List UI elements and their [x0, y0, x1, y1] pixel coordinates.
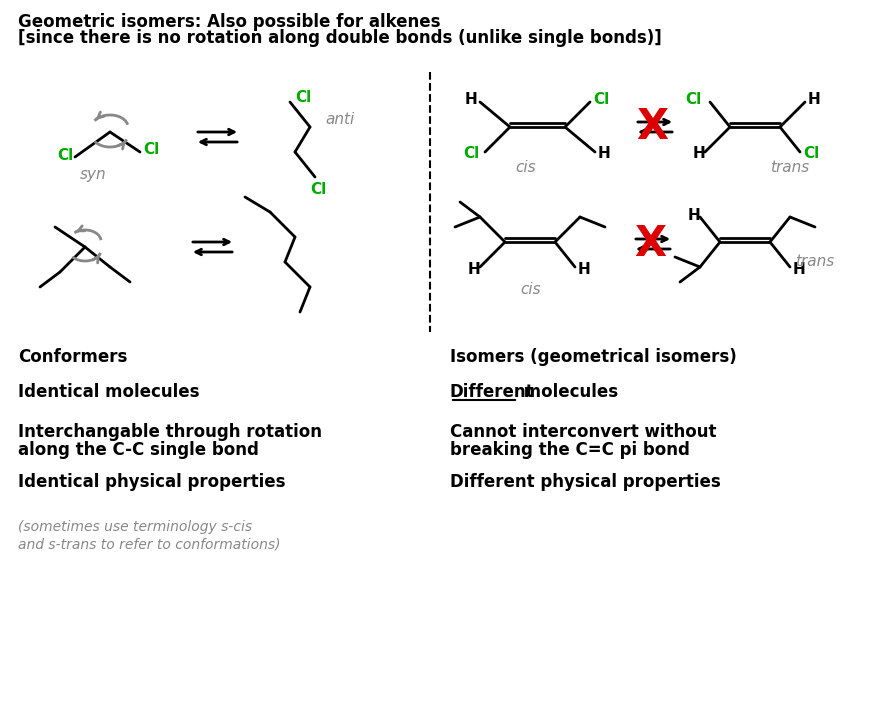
Text: Cl: Cl — [143, 143, 159, 157]
Text: Isomers (geometrical isomers): Isomers (geometrical isomers) — [450, 348, 736, 366]
Text: Interchangable through rotation: Interchangable through rotation — [18, 423, 322, 441]
Text: Cl: Cl — [802, 147, 818, 161]
Text: X: X — [635, 106, 667, 148]
Text: trans: trans — [794, 255, 833, 270]
Text: H: H — [467, 262, 481, 277]
Text: Cl: Cl — [295, 89, 310, 105]
Text: H: H — [597, 147, 610, 161]
Text: Cl: Cl — [310, 182, 326, 197]
Text: breaking the C=C pi bond: breaking the C=C pi bond — [450, 441, 689, 459]
Text: H: H — [688, 208, 700, 223]
Text: anti: anti — [324, 112, 353, 126]
Text: syn: syn — [80, 168, 106, 183]
Text: Cl: Cl — [462, 147, 479, 161]
Text: Different physical properties: Different physical properties — [450, 473, 720, 491]
Text: Cl: Cl — [592, 93, 609, 107]
Text: Cl: Cl — [57, 147, 73, 162]
Text: molecules: molecules — [517, 383, 617, 401]
Text: cis: cis — [515, 159, 535, 175]
Text: Conformers: Conformers — [18, 348, 127, 366]
Text: H: H — [792, 262, 805, 277]
Text: along the C-C single bond: along the C-C single bond — [18, 441, 259, 459]
Text: [since there is no rotation along double bonds (unlike single bonds)]: [since there is no rotation along double… — [18, 29, 661, 47]
Text: Cannot interconvert without: Cannot interconvert without — [450, 423, 716, 441]
Text: Cl: Cl — [684, 93, 701, 107]
Text: Different: Different — [450, 383, 534, 401]
Text: Geometric isomers: Also possible for alkenes: Geometric isomers: Also possible for alk… — [18, 13, 440, 31]
Text: H: H — [577, 262, 590, 277]
Text: H: H — [807, 93, 820, 107]
Text: and s-trans to refer to conformations): and s-trans to refer to conformations) — [18, 538, 280, 552]
Text: Identical physical properties: Identical physical properties — [18, 473, 285, 491]
Text: H: H — [692, 147, 705, 161]
Text: cis: cis — [519, 282, 540, 298]
Text: X: X — [633, 223, 666, 265]
Text: (sometimes use terminology s-cis: (sometimes use terminology s-cis — [18, 520, 252, 534]
Text: trans: trans — [769, 159, 809, 175]
Text: Identical molecules: Identical molecules — [18, 383, 199, 401]
Text: H: H — [465, 93, 477, 107]
